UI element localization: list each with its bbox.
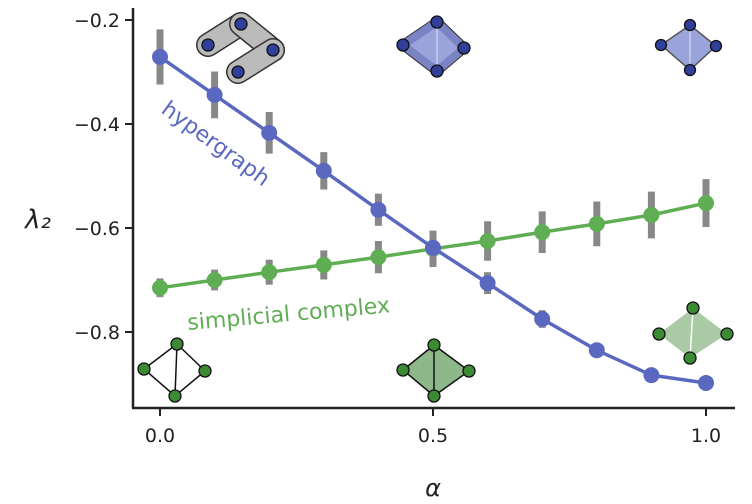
annotation-simplicial-complex: simplicial complex [186, 293, 391, 336]
edge [174, 343, 178, 397]
data-point [261, 264, 278, 281]
node [457, 41, 471, 55]
hyperedge [399, 18, 468, 75]
node [234, 17, 248, 31]
node [709, 39, 723, 53]
hyperedge [659, 24, 718, 72]
node [683, 63, 697, 77]
simplex [659, 308, 727, 358]
hyperedge [227, 39, 284, 83]
node [683, 351, 697, 365]
data-point [698, 374, 714, 391]
node [266, 43, 280, 57]
data-point [370, 201, 387, 218]
data-point [479, 275, 496, 292]
node [201, 38, 215, 52]
ticks: 0.0 0.5 1.0 −0.2 −0.4 −0.6 −0.8 [74, 10, 721, 447]
data-point [261, 124, 278, 141]
data-point [315, 256, 332, 273]
x-tick-label: 0.5 [418, 425, 448, 447]
y-tick-label: −0.4 [74, 114, 120, 136]
data-point [534, 311, 551, 327]
inset-simplicial-filled [396, 338, 476, 403]
edge [689, 307, 694, 359]
y-axis-label: λ₂ [23, 205, 51, 235]
data-point [588, 342, 605, 359]
data-point [534, 224, 551, 241]
node [427, 338, 441, 352]
node [198, 364, 212, 378]
x-tick-label: 1.0 [691, 425, 721, 447]
inset-simplicial-graph [137, 337, 212, 403]
node [427, 389, 441, 403]
y-tick-label: −0.2 [74, 10, 120, 32]
series-hypergraph [152, 29, 714, 391]
node [720, 327, 734, 341]
x-axis-label: α [425, 474, 441, 502]
data-point [206, 272, 223, 288]
node [430, 64, 444, 78]
y-tick-label: −0.6 [74, 218, 120, 240]
node [396, 363, 410, 377]
data-point [425, 239, 441, 256]
node [654, 38, 668, 52]
node [683, 18, 697, 32]
data-point [206, 86, 223, 103]
insets [137, 12, 734, 403]
edge [143, 368, 176, 397]
node [652, 327, 666, 341]
inset-hypergraph-mixed [396, 15, 471, 78]
inset-hypergraph-pairs [196, 12, 285, 84]
node [170, 337, 184, 351]
y-tick-label: −0.8 [74, 322, 120, 344]
data-point [315, 162, 332, 179]
data-point [370, 249, 387, 266]
data-point [479, 233, 496, 249]
data-point [698, 195, 714, 212]
node [168, 389, 182, 403]
node [396, 38, 410, 52]
node [686, 301, 700, 315]
data-point [643, 207, 660, 223]
series-layer [152, 29, 714, 391]
node [430, 15, 444, 29]
edge [143, 343, 178, 370]
simplex [401, 344, 471, 397]
data-point [152, 48, 168, 65]
node [462, 364, 476, 378]
inset-hypergraph-triangles [654, 18, 723, 77]
data-point [643, 367, 660, 384]
data-point [588, 215, 605, 232]
node [231, 65, 245, 79]
x-tick-label: 0.0 [145, 425, 175, 447]
data-point [152, 279, 168, 296]
node [137, 362, 151, 376]
inset-simplicial-light [652, 301, 734, 365]
